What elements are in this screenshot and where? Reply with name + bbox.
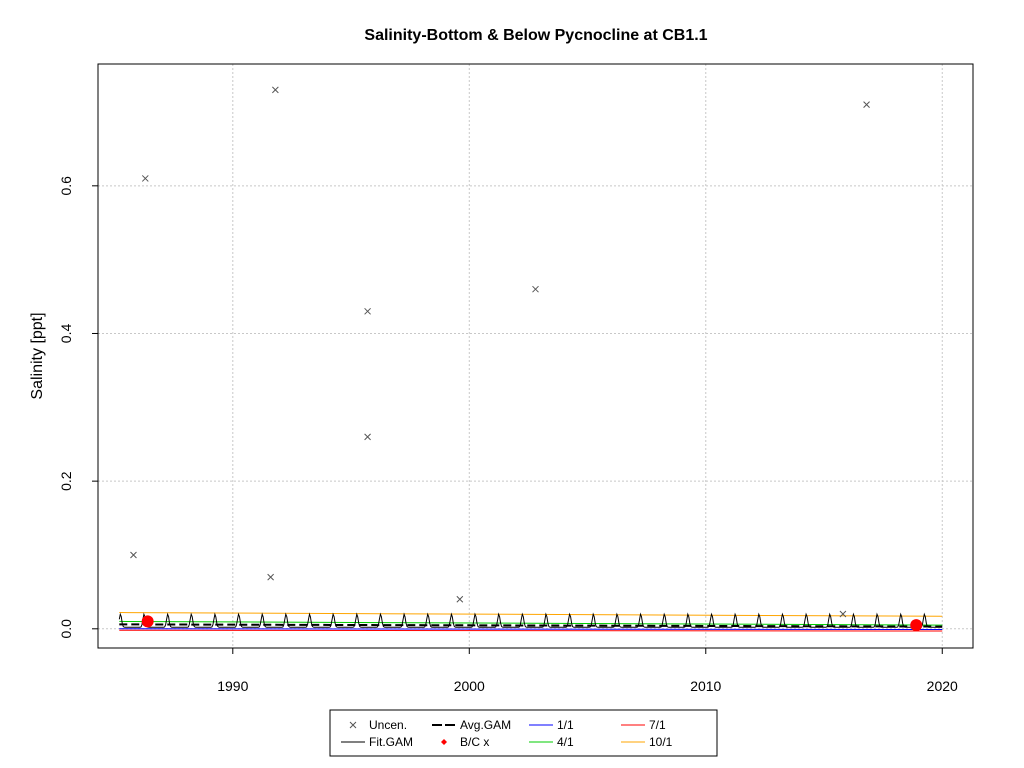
x-tick-label: 2020 (927, 678, 958, 694)
legend-box (329, 709, 718, 757)
fit-gam-line (118, 612, 943, 628)
data-points (130, 86, 923, 632)
legend-entry-4-1-label: 4/1 (557, 735, 574, 749)
legend-entry-1-1-label: 1/1 (557, 718, 574, 732)
legend-entry-b-c-x-label: B/C x (460, 735, 489, 749)
bc-point (910, 619, 923, 632)
series-lines (118, 612, 943, 632)
x-axis: 1990 2000 2010 2020 (217, 647, 958, 694)
legend-entry-uncen--label: Uncen. (369, 718, 407, 732)
grid (98, 64, 973, 648)
series-line-7-1 (119, 629, 943, 632)
legend-entry-10-1-label: 10/1 (649, 735, 673, 749)
uncensored-point (863, 101, 870, 108)
legend-entry-7-1-label: 7/1 (649, 718, 666, 732)
y-axis: 0.0 0.2 0.4 0.6 (58, 176, 98, 639)
y-tick-label: 0.0 (58, 619, 74, 639)
series-line-4-1 (119, 620, 943, 626)
uncensored-point (267, 573, 274, 581)
x-tick-label: 1990 (217, 678, 248, 694)
uncensored-point (456, 595, 464, 603)
uncensored-point (364, 307, 371, 315)
uncensored-point (839, 610, 847, 618)
avg-gam-line (119, 623, 943, 628)
legend-entry-b-c-x-symbol (441, 739, 447, 745)
chart-title: Salinity-Bottom & Below Pycnocline at CB… (364, 27, 707, 44)
uncensored-point (130, 551, 137, 559)
legend-entry-uncen--symbol (349, 721, 357, 729)
uncensored-point (272, 86, 279, 94)
y-tick-label: 0.6 (58, 176, 74, 196)
y-tick-label: 0.2 (58, 471, 74, 491)
legend: Uncen. Avg.GAM 1/1 7/1 Fit.GAM B/C x 4/1 10/1 (329, 709, 718, 757)
legend-entry-avg-gam-label: Avg.GAM (460, 718, 511, 732)
x-tick-label: 2010 (690, 678, 721, 694)
uncensored-point (364, 433, 371, 441)
legend-entry-fit-gam-label: Fit.GAM (369, 735, 413, 749)
bc-point (141, 615, 154, 628)
x-tick-label: 2000 (454, 678, 485, 694)
y-axis-label: Salinity [ppt] (29, 312, 46, 399)
plot-frame (97, 63, 974, 649)
series-line-10-1 (119, 612, 943, 617)
y-tick-label: 0.4 (58, 324, 74, 344)
series-line-1-1 (119, 628, 943, 631)
uncensored-point (532, 285, 539, 293)
uncensored-point (141, 175, 149, 182)
